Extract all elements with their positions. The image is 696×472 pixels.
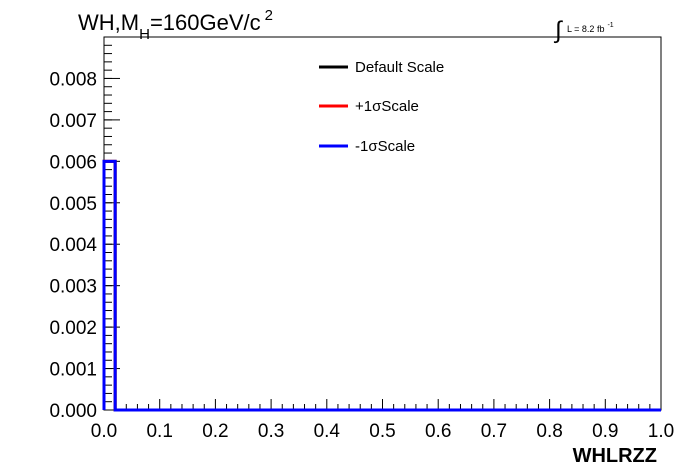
x-tick-label: 0.9 <box>592 421 618 442</box>
y-axis: 0.000 0.001 0.002 0.003 0.004 0.005 0.006 0.007… <box>49 36 120 422</box>
series-line <box>102 159 661 412</box>
title-subscript: H <box>139 26 150 43</box>
x-tick-label: 0.0 <box>91 421 117 442</box>
title-prefix: WH,M <box>78 10 139 35</box>
series-layer <box>102 159 661 412</box>
y-tick-label: 0.007 <box>49 111 97 132</box>
title-superscript: 2 <box>265 7 273 24</box>
y-tick-label: 0.000 <box>49 401 97 422</box>
x-tick-label: 0.2 <box>202 421 228 442</box>
y-tick-label: 0.001 <box>49 360 97 381</box>
title-main: =160GeV/c <box>150 10 261 35</box>
y-tick-label: 0.003 <box>49 277 97 298</box>
x-tick-label: 0.6 <box>425 421 451 442</box>
lumi-text: L = 8.2 fb -1 <box>567 22 614 34</box>
y-tick-label: 0.006 <box>49 152 97 173</box>
legend-label: +1σScale <box>355 98 419 115</box>
lumi-superscript: -1 <box>607 22 613 29</box>
x-tick-label: 0.4 <box>314 421 341 442</box>
chart-title: WH,MH=160GeV/c 2 <box>78 7 273 43</box>
x-tick-label: 0.3 <box>258 421 284 442</box>
x-tick-label: 0.5 <box>369 421 395 442</box>
legend-label: Default Scale <box>355 59 444 76</box>
x-tick-label: 0.1 <box>146 421 172 442</box>
lumi-value: L = 8.2 fb <box>567 24 604 34</box>
y-tick-label: 0.002 <box>49 318 97 339</box>
x-tick-label: 0.8 <box>536 421 562 442</box>
legend: Default Scale +1σScale -1σScale <box>319 59 444 155</box>
legend-label: -1σScale <box>355 138 415 155</box>
lumi-integral-symbol: ∫ <box>553 17 563 44</box>
x-axis-label: WHLRZZ <box>573 445 657 467</box>
y-tick-label: 0.005 <box>49 194 97 215</box>
x-tick-label: 1.0 <box>648 421 674 442</box>
x-tick-label: 0.7 <box>481 421 507 442</box>
y-tick-label: 0.008 <box>49 69 97 90</box>
y-tick-label: 0.004 <box>49 235 97 256</box>
